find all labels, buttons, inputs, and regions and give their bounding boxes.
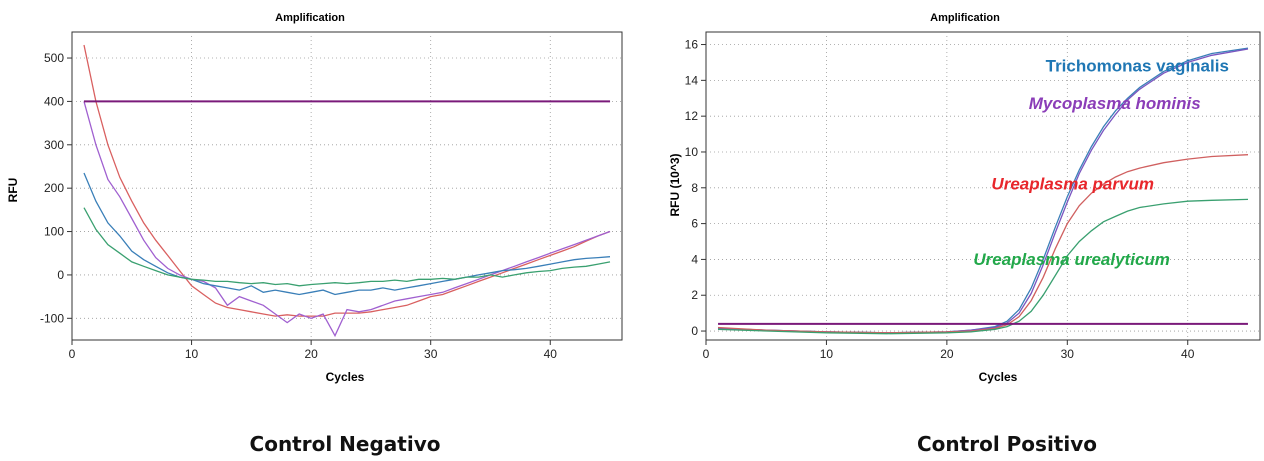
series-line xyxy=(83,207,611,287)
y-tick-label: 10 xyxy=(685,145,699,159)
y-tick-label: -100 xyxy=(40,311,64,325)
y-tick-label: 14 xyxy=(685,73,699,87)
y-tick-label: 2 xyxy=(691,288,698,302)
plot-frame xyxy=(71,31,623,341)
x-tick-label: 0 xyxy=(703,347,710,361)
x-tick-label: 0 xyxy=(69,347,76,361)
series-annotation: Ureaplasma urealyticum xyxy=(973,250,1170,269)
y-tick-label: 200 xyxy=(44,181,64,195)
y-axis-label: RFU (10^3) xyxy=(668,153,682,216)
chart-control-positivo: Amplification RFU (10^3) Cycles 0 10 20 30 4… xyxy=(668,12,1261,384)
y-tick-label: 4 xyxy=(691,252,698,266)
y-tick-label: 8 xyxy=(691,181,698,195)
y-tick-label: 500 xyxy=(44,51,64,65)
y-tick-label: 0 xyxy=(691,324,698,338)
chart-control-negativo: Amplification RFU Cycles 0 10 20 30 40 -100 0 1… xyxy=(6,12,623,384)
series-annotation: Mycoplasma hominis xyxy=(1029,94,1201,113)
y-tick-label: 6 xyxy=(691,217,698,231)
y-tick-label: 0 xyxy=(57,268,64,282)
series-line xyxy=(83,101,611,338)
y-tick-label: 12 xyxy=(685,109,699,123)
y-tick-label: 300 xyxy=(44,138,64,152)
x-tick-label: 10 xyxy=(185,347,199,361)
chart-title: Amplification xyxy=(275,12,345,24)
series-line xyxy=(717,154,1249,334)
series-line xyxy=(717,198,1249,335)
y-tick-label: 400 xyxy=(44,94,64,108)
x-tick-label: 40 xyxy=(544,347,558,361)
x-tick-label: 30 xyxy=(1061,347,1075,361)
series-line xyxy=(83,44,611,317)
series-annotation: Trichomonas vaginalis xyxy=(1046,56,1229,75)
y-tick-label: 100 xyxy=(44,225,64,239)
x-axis-label: Cycles xyxy=(979,370,1018,384)
y-axis-label: RFU xyxy=(6,178,20,203)
plot-frame xyxy=(705,31,1261,341)
x-tick-label: 20 xyxy=(304,347,318,361)
series-annotation: Ureaplasma parvum xyxy=(991,175,1154,194)
chart-title: Amplification xyxy=(930,12,1000,24)
x-tick-label: 20 xyxy=(940,347,954,361)
caption-control-positivo: Control Positivo xyxy=(917,432,1097,456)
x-tick-label: 30 xyxy=(424,347,438,361)
y-tick-label: 16 xyxy=(685,38,699,52)
x-axis-label: Cycles xyxy=(326,370,365,384)
x-tick-label: 40 xyxy=(1181,347,1195,361)
x-tick-label: 10 xyxy=(820,347,834,361)
series-line xyxy=(83,172,611,296)
caption-control-negativo: Control Negativo xyxy=(249,432,441,456)
